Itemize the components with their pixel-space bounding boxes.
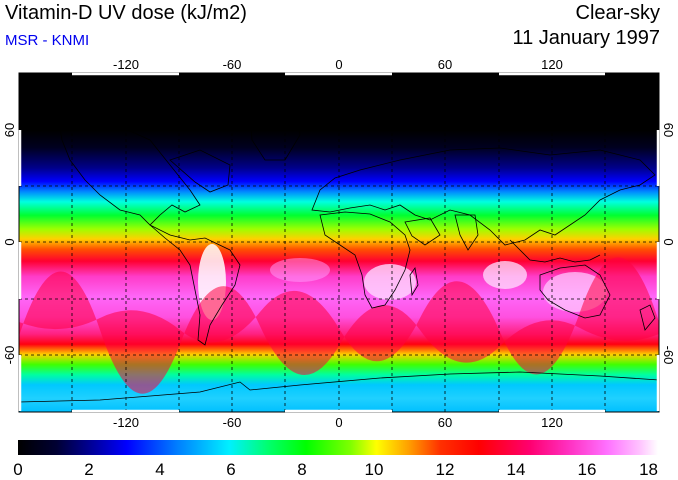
lon-label: 120 <box>541 415 563 430</box>
colorbar: 0 2 4 6 8 10 12 14 16 18 <box>13 440 658 479</box>
lat-label: 0 <box>661 238 676 245</box>
lat-label: 60 <box>2 123 17 137</box>
lon-label: -120 <box>113 57 139 72</box>
lon-label: -60 <box>223 57 242 72</box>
sky-condition-label: Clear-sky <box>575 2 660 24</box>
colorbar-label: 2 <box>84 460 93 479</box>
lat-label: -60 <box>661 346 676 365</box>
coastlines <box>19 104 659 403</box>
date-label: 11 January 1997 <box>512 27 660 49</box>
lat-label: 60 <box>661 123 676 137</box>
lon-label: 60 <box>438 57 452 72</box>
colorbar-label: 8 <box>297 460 306 479</box>
graticule <box>19 73 659 412</box>
lon-label: -60 <box>223 415 242 430</box>
longitude-labels-top: -120 -60 0 60 120 <box>113 57 563 72</box>
lon-label: 0 <box>335 57 342 72</box>
lon-label: 60 <box>438 415 452 430</box>
colorbar-label: 10 <box>365 460 384 479</box>
colorbar-label: 18 <box>639 460 658 479</box>
lat-label: -60 <box>2 346 17 365</box>
colorbar-label: 16 <box>578 460 597 479</box>
colorbar-label: 6 <box>226 460 235 479</box>
longitude-labels-bottom: -120 -60 0 60 120 <box>113 415 563 430</box>
lon-label: 0 <box>335 415 342 430</box>
map-subtitle: MSR - KNMI <box>5 32 90 49</box>
colorbar-label: 0 <box>13 460 22 479</box>
colorbar-gradient <box>18 440 658 455</box>
colorbar-label: 12 <box>436 460 455 479</box>
colorbar-label: 4 <box>155 460 164 479</box>
latitude-labels-right: 60 0 -60 <box>661 123 676 365</box>
map-title: Vitamin-D UV dose (kJ/m2) <box>5 2 247 24</box>
lon-label: 120 <box>541 57 563 72</box>
colorbar-label: 14 <box>507 460 526 479</box>
map-frame <box>18 72 660 413</box>
lon-label: -120 <box>113 415 139 430</box>
lat-label: 0 <box>2 238 17 245</box>
latitude-labels-left: 60 0 -60 <box>2 123 17 365</box>
